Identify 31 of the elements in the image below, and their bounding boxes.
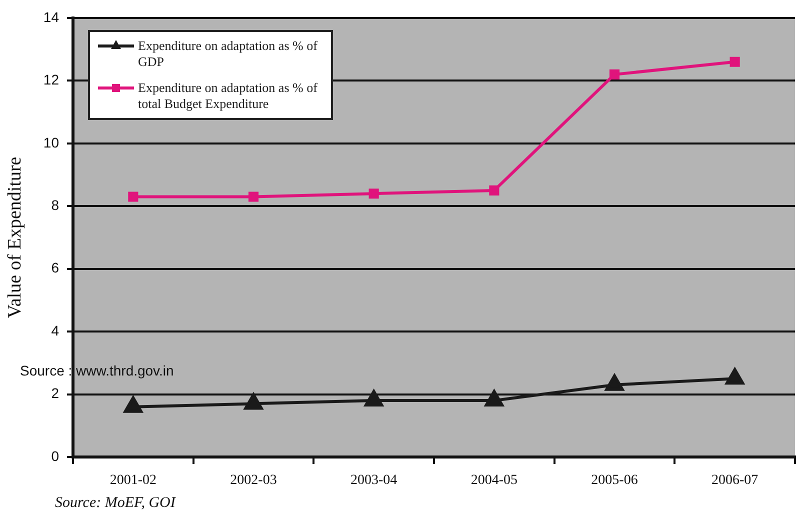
y-axis-title: Value of Expenditure (4, 156, 26, 318)
point (609, 69, 620, 80)
point (730, 56, 740, 67)
point (726, 368, 744, 385)
source-note: Source: MoEF, GOI (55, 494, 176, 511)
y-tick-label: 6 (51, 260, 60, 276)
legend-label: Expenditure on adaptation as % of total Budget Expenditure (138, 80, 318, 112)
y-tick-label: 14 (43, 8, 60, 25)
legend-label: Expenditure on adaptation as % of GDP (138, 38, 318, 70)
y-tick-label: 10 (43, 134, 60, 150)
y-tick-label: 4 (51, 322, 60, 338)
point (248, 192, 259, 202)
point (128, 192, 138, 202)
x-tick-label: 2004-05 (470, 473, 518, 488)
y-tick-label: 12 (43, 72, 60, 88)
x-tick-label: 2006-07 (711, 473, 758, 488)
y-tick-label: 2 (51, 385, 60, 402)
point (489, 185, 500, 196)
x-tick-label: 2005-06 (591, 473, 638, 488)
x-tick-label: 2003-04 (350, 473, 398, 488)
point (124, 396, 142, 413)
y-tick-label: 0 (51, 448, 60, 464)
annotation: Source : www.thrd.gov.in (20, 362, 174, 378)
point (368, 188, 379, 199)
x-tick-label: 2001-02 (110, 473, 157, 488)
point (364, 390, 384, 407)
x-tick-label: 2002-03 (230, 473, 277, 488)
point (605, 374, 624, 391)
y-tick-label: 8 (51, 197, 60, 213)
point (484, 390, 504, 407)
point (244, 393, 263, 410)
